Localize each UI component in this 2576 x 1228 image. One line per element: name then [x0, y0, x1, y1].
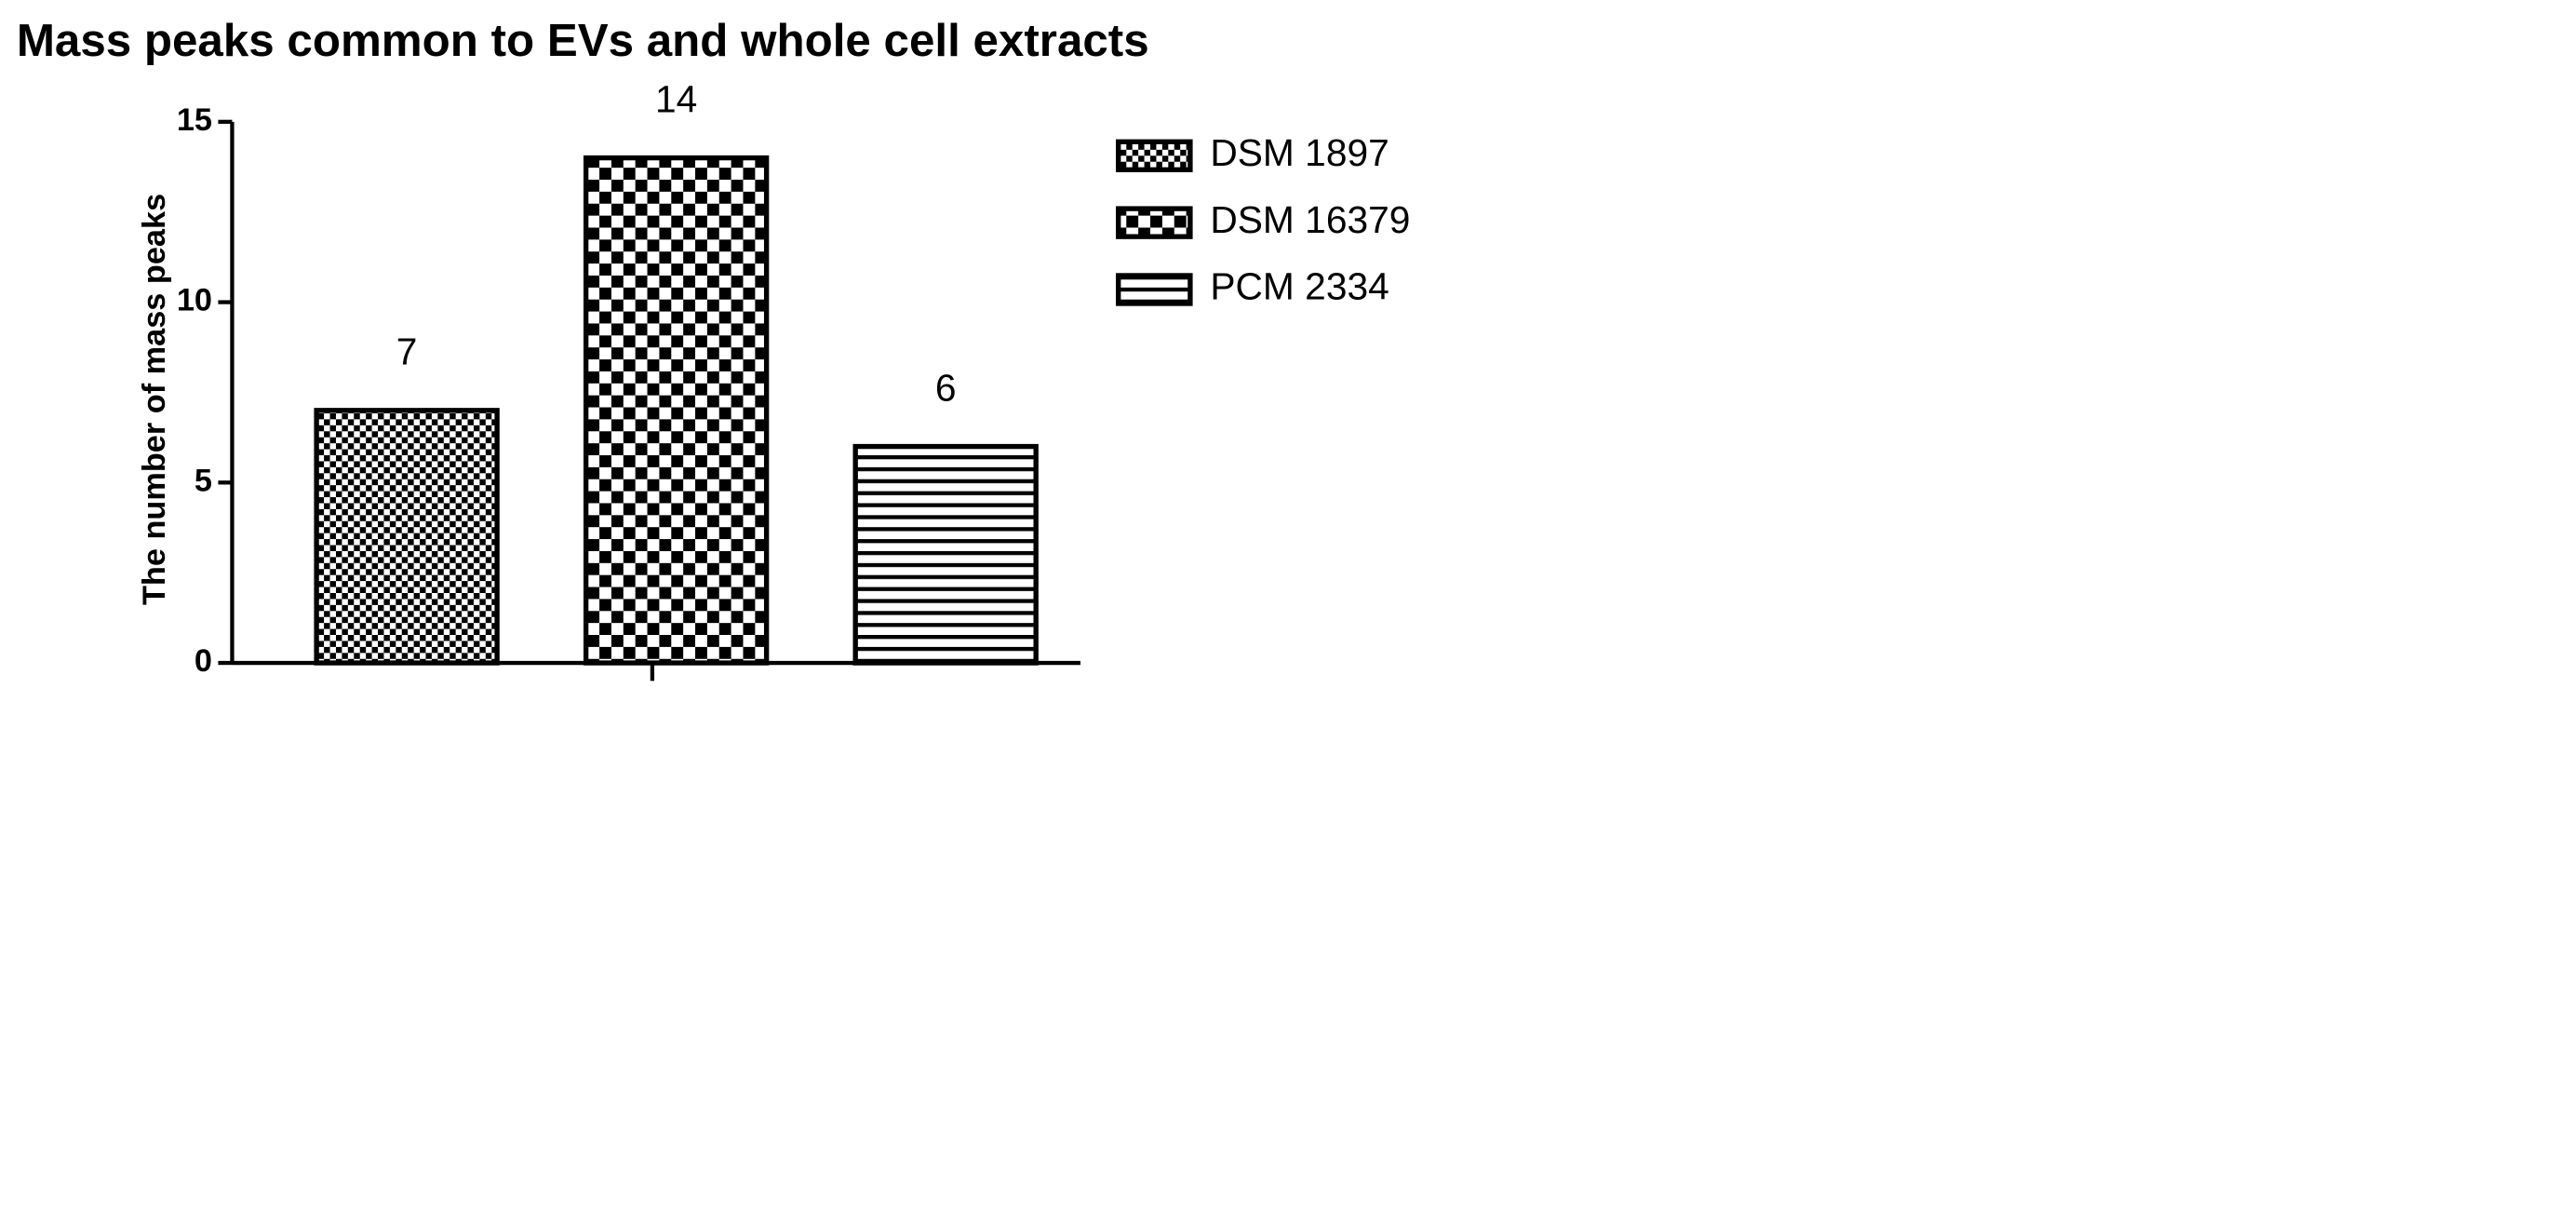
bar — [583, 155, 770, 666]
y-tick-label: 0 — [195, 643, 212, 679]
value-label: 14 — [655, 77, 697, 120]
value-label: 6 — [935, 366, 957, 409]
legend-swatch — [1116, 139, 1193, 172]
legend-swatch — [1116, 273, 1193, 306]
bar — [314, 408, 500, 666]
y-tick-label: 10 — [177, 283, 212, 318]
legend-label: DSM 16379 — [1210, 198, 1410, 241]
y-tick-label: 15 — [177, 102, 212, 138]
y-axis-label: The number of mass peaks — [137, 194, 172, 605]
bar — [852, 443, 1039, 666]
legend-label: DSM 1897 — [1210, 131, 1389, 174]
y-tick-label: 5 — [195, 463, 212, 498]
legend-label: PCM 2334 — [1210, 265, 1389, 308]
value-label: 7 — [396, 331, 418, 373]
chart-title: Mass peaks common to EVs and whole cell … — [17, 15, 1149, 66]
legend-swatch — [1116, 206, 1193, 239]
